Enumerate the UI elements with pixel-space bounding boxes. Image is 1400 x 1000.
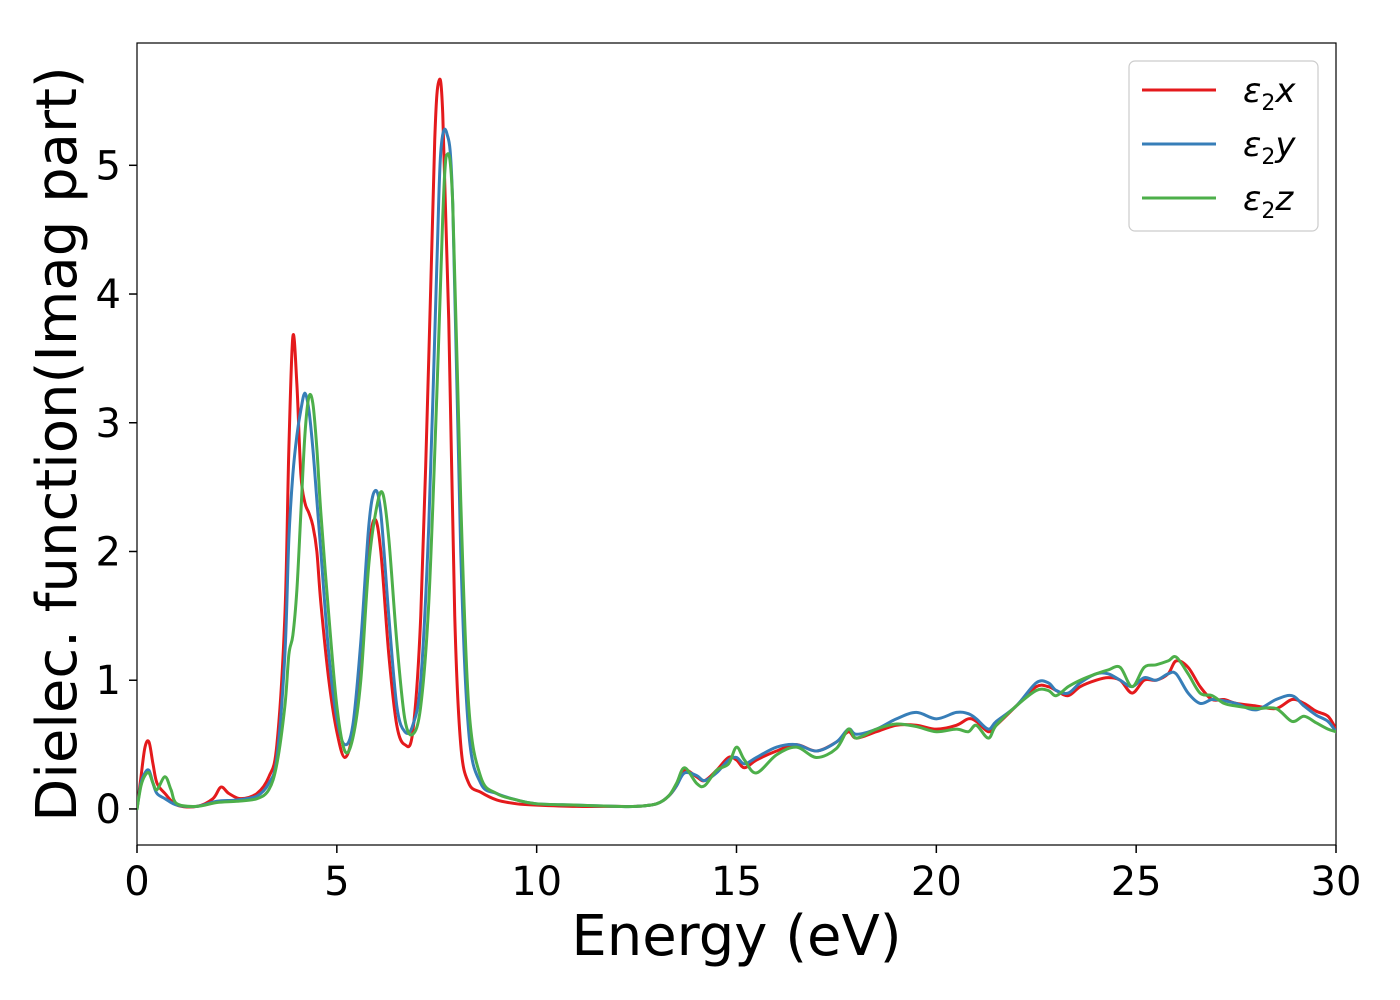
legend-box: [1128, 60, 1319, 232]
series-line-z: [137, 152, 1336, 811]
y-axis: 0 1 2 3 4 5: [96, 143, 137, 833]
series-group: [137, 77, 1336, 811]
x-tick-label: 25: [1111, 859, 1162, 905]
x-tick-label: 15: [711, 859, 762, 905]
y-tick-label: 2: [96, 529, 121, 575]
y-tick-label: 5: [96, 143, 121, 189]
y-tick-label: 1: [96, 658, 121, 704]
y-tick-label: 3: [96, 401, 121, 447]
x-tick-label: 10: [511, 859, 562, 905]
y-axis-label: Dielec. function(Imag part): [25, 66, 90, 822]
legend-label-y: ε2y: [1243, 125, 1296, 170]
y-tick-label: 4: [96, 272, 121, 318]
x-tick-label: 30: [1311, 859, 1362, 905]
legend-label-z: ε2z: [1243, 179, 1294, 224]
x-axis: 0 5 10 15 20 25 30: [124, 845, 1361, 905]
x-tick-label: 20: [911, 859, 962, 905]
x-tick-label: 5: [324, 859, 349, 905]
x-axis-label: Energy (eV): [571, 904, 901, 969]
series-line-x: [137, 77, 1336, 811]
legend-label-x: ε2x: [1243, 71, 1296, 116]
legend: ε2x ε2y ε2z: [1128, 60, 1319, 232]
x-tick-label: 0: [124, 859, 149, 905]
y-tick-label: 0: [96, 787, 121, 833]
